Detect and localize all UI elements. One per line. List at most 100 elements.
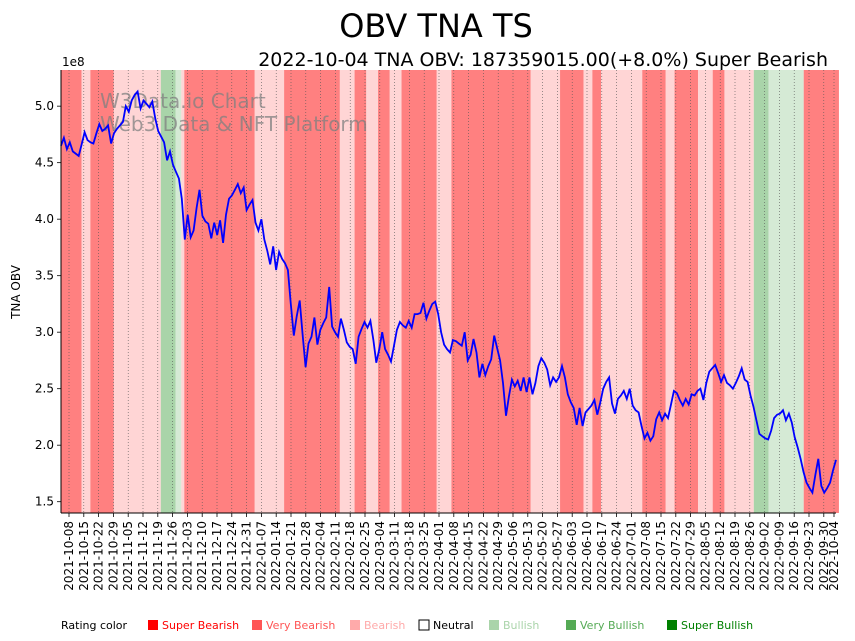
x-tick-label-51: 2022-09-30: [817, 521, 831, 591]
rating-band-14: [378, 70, 390, 513]
x-tick-label-29: 2022-04-29: [491, 521, 505, 591]
rating-band-23: [601, 70, 643, 513]
x-tick-label-43: 2022-08-05: [698, 521, 712, 591]
y-tick-label-7: 5.0: [35, 99, 54, 113]
x-tick-label-0: 2021-10-08: [62, 521, 76, 591]
legend-swatch-4: [489, 620, 499, 630]
x-tick-label-36: 2022-06-17: [595, 521, 609, 591]
rating-band-11: [339, 70, 355, 513]
x-tick-label-11: 2021-12-24: [225, 521, 239, 591]
x-tick-label-52: 2022-10-04: [827, 521, 841, 591]
legend-label-5: Very Bullish: [580, 619, 644, 632]
rating-band-28: [712, 70, 725, 513]
x-tick-label-4: 2021-11-05: [121, 521, 135, 591]
rating-band-30: [753, 70, 769, 513]
rating-band-6: [181, 70, 185, 513]
rating-band-29: [724, 70, 754, 513]
chart-subtitle: 2022-10-04 TNA OBV: 187359015.00(+8.0%) …: [258, 49, 828, 71]
x-tick-label-7: 2021-11-26: [166, 521, 180, 591]
rating-band-26: [674, 70, 699, 513]
x-tick-label-26: 2022-04-08: [447, 521, 461, 591]
legend-swatch-0: [148, 620, 158, 630]
x-tick-label-24: 2022-03-25: [417, 521, 431, 591]
rating-band-0: [61, 70, 82, 513]
legend-label-0: Super Bearish: [162, 619, 239, 632]
rating-band-13: [366, 70, 379, 513]
x-tick-label-8: 2021-12-03: [180, 521, 194, 591]
rating-band-9: [266, 70, 285, 513]
x-tick-label-10: 2021-12-17: [210, 521, 224, 591]
x-tick-label-35: 2022-06-10: [580, 521, 594, 591]
legend-label-4: Bullish: [503, 619, 539, 632]
rating-band-2: [90, 70, 114, 513]
x-tick-label-33: 2022-05-27: [550, 521, 564, 591]
rating-band-31: [768, 70, 804, 513]
grid-lines: [68, 70, 835, 513]
rating-band-32: [803, 70, 839, 513]
legend-label-1: Very Bearish: [266, 619, 335, 632]
x-tick-label-3: 2021-10-29: [106, 521, 120, 591]
x-tick-label-14: 2022-01-14: [269, 521, 283, 591]
rating-band-3: [113, 70, 161, 513]
rating-band-4: [160, 70, 176, 513]
x-tick-label-39: 2022-07-08: [639, 521, 653, 591]
x-tick-label-32: 2022-05-20: [536, 521, 550, 591]
rating-band-12: [354, 70, 367, 513]
y-tick-label-3: 3.0: [35, 325, 54, 339]
axes: [60, 70, 836, 514]
x-tick-label-40: 2022-07-15: [654, 521, 668, 591]
rating-band-25: [665, 70, 675, 513]
y-axis-multiplier: 1e8: [62, 55, 85, 69]
rating-band-21: [583, 70, 593, 513]
y-tick-label-5: 4.0: [35, 212, 54, 226]
legend-swatch-2: [350, 620, 360, 630]
rating-band-10: [284, 70, 340, 513]
y-tick-label-0: 1.5: [35, 495, 54, 509]
y-tick-label-2: 2.5: [35, 382, 54, 396]
rating-band-1: [81, 70, 91, 513]
x-tick-label-2: 2021-10-22: [92, 521, 106, 591]
legend-label-6: Super Bullish: [681, 619, 753, 632]
x-tick-label-48: 2022-09-09: [772, 521, 786, 591]
x-tick-label-16: 2022-01-28: [299, 521, 313, 591]
rating-legend: Rating color Super Bearish Very Bearish Bea…: [61, 619, 753, 632]
x-tick-label-5: 2021-11-12: [136, 521, 150, 591]
x-tick-label-18: 2022-02-11: [328, 521, 342, 591]
y-axis-label: TNA OBV: [9, 264, 23, 320]
x-tick-label-15: 2022-01-21: [284, 521, 298, 591]
x-tick-label-41: 2022-07-22: [669, 521, 683, 591]
x-tick-label-23: 2022-03-18: [402, 521, 416, 591]
x-tick-label-1: 2021-10-15: [77, 521, 91, 591]
x-tick-label-12: 2021-12-31: [240, 521, 254, 591]
x-tick-label-27: 2022-04-15: [462, 521, 476, 591]
x-tick-label-9: 2021-12-10: [195, 521, 209, 591]
x-tick-label-21: 2022-03-04: [373, 521, 387, 591]
y-tick-label-6: 4.5: [35, 156, 54, 170]
x-tick-label-30: 2022-05-06: [506, 521, 520, 591]
rating-band-18: [451, 70, 531, 513]
legend-swatch-5: [566, 620, 576, 630]
x-tick-label-19: 2022-02-18: [343, 521, 357, 591]
y-axis-ticks: 1.5 2.0 2.5 3.0 3.5 4.0 4.5 5.0: [35, 99, 61, 509]
x-tick-label-22: 2022-03-11: [388, 521, 402, 591]
rating-band-5: [175, 70, 182, 513]
x-tick-label-47: 2022-09-02: [758, 521, 772, 591]
rating-band-20: [560, 70, 584, 513]
y-tick-label-4: 3.5: [35, 269, 54, 283]
x-tick-label-37: 2022-06-24: [610, 521, 624, 591]
chart-title: OBV TNA TS: [339, 7, 533, 45]
legend-swatch-1: [252, 620, 262, 630]
rating-band-7: [184, 70, 255, 513]
x-tick-label-50: 2022-09-23: [802, 521, 816, 591]
rating-band-17: [436, 70, 452, 513]
rating-band-19: [530, 70, 561, 513]
rating-band-8: [254, 70, 267, 513]
x-tick-label-46: 2022-08-26: [743, 521, 757, 591]
x-tick-label-45: 2022-08-19: [728, 521, 742, 591]
legend-label-3: Neutral: [433, 619, 474, 632]
rating-band-16: [401, 70, 437, 513]
x-tick-label-25: 2022-04-01: [432, 521, 446, 591]
x-tick-label-31: 2022-05-13: [521, 521, 535, 591]
x-tick-label-13: 2022-01-07: [254, 521, 268, 591]
